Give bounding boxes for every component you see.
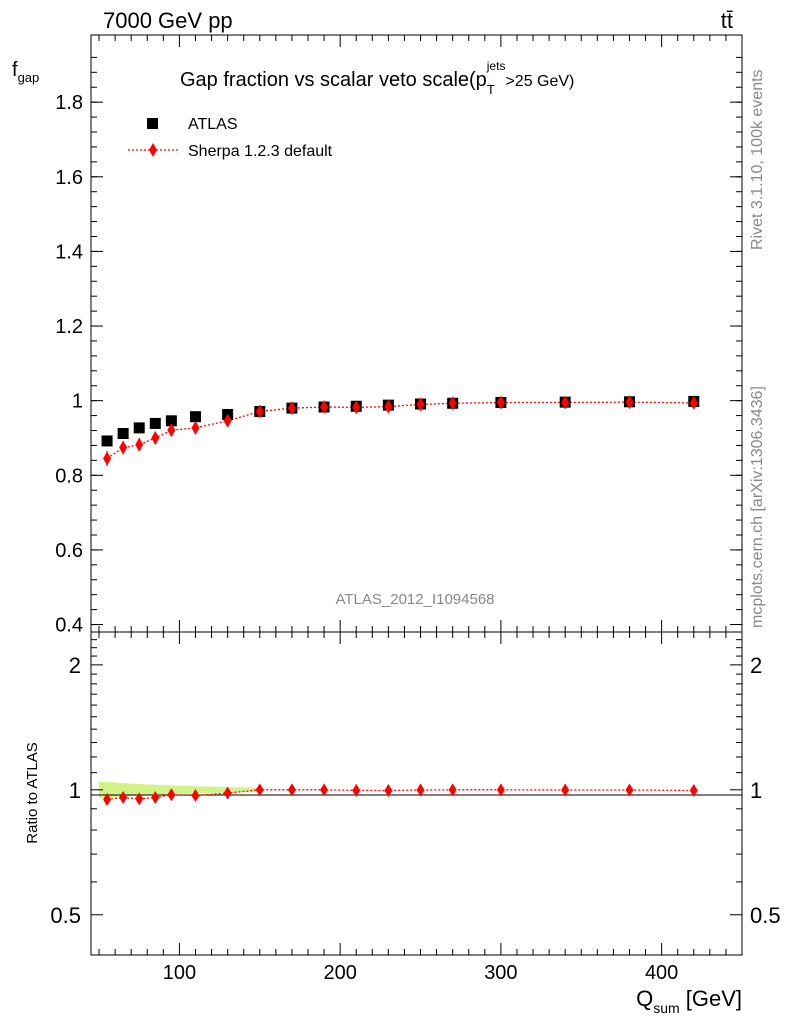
sherpa-point — [287, 401, 296, 416]
ratio-y-tick-label: 0.5 — [50, 903, 81, 928]
x-axis-label: Qsum [GeV] — [636, 986, 742, 1016]
x-tick-label: 100 — [163, 962, 196, 984]
atlas-point — [189, 411, 201, 423]
main-y-tick-label: 1.4 — [55, 241, 83, 263]
ratio-sherpa-point — [135, 792, 144, 806]
main-y-tick-label: 1 — [72, 391, 83, 413]
sherpa-point — [320, 400, 329, 415]
ratio-y-tick-label-right: 2 — [750, 653, 762, 678]
ratio-sherpa-point — [287, 783, 296, 797]
ratio-sherpa-point — [167, 788, 176, 802]
ratio-sherpa-point — [119, 791, 128, 805]
ratio-y-axis-label: Ratio to ATLAS — [24, 742, 41, 843]
legend: ATLAS Sherpa 1.2.3 default — [128, 116, 333, 160]
main-y-tick-label: 0.4 — [55, 615, 83, 637]
sherpa-line — [106, 401, 694, 460]
main-y-tick-label: 0.8 — [55, 465, 83, 487]
x-tick-label: 200 — [323, 962, 356, 984]
x-tick-label: 400 — [645, 962, 678, 984]
sherpa-point — [135, 437, 144, 452]
analysis-watermark: ATLAS_2012_I1094568 — [335, 591, 494, 608]
ratio-sherpa-point — [496, 783, 505, 797]
atlas-point — [165, 415, 177, 427]
sherpa-point — [496, 395, 505, 410]
ratio-y-tick-label: 1 — [69, 778, 81, 803]
ratio-sherpa-point — [255, 783, 264, 797]
sherpa-point — [416, 397, 425, 412]
sherpa-point — [191, 420, 200, 435]
legend-atlas-label: ATLAS — [188, 116, 238, 133]
atlas-point — [117, 427, 129, 439]
sherpa-point — [561, 395, 570, 410]
sherpa-point — [384, 399, 393, 414]
ratio-sherpa-point — [151, 791, 160, 805]
ratio-y-tick-label: 2 — [69, 653, 81, 678]
ratio-sherpa-point — [416, 783, 425, 797]
process-label: tt̄ — [721, 8, 733, 33]
atlas-point — [149, 417, 161, 429]
ratio-frame — [90, 631, 743, 956]
sherpa-point — [167, 423, 176, 438]
sherpa-point — [103, 451, 112, 466]
ratio-sherpa-point — [384, 784, 393, 798]
main-title: Gap fraction vs scalar veto scale(pTjets… — [180, 59, 574, 97]
ratio-sherpa-point — [689, 784, 698, 798]
ratio-panel: Ratio to ATLAS Qsum [GeV] 0.5 0.5 1 1 2 2 100 2… — [24, 631, 781, 1016]
x-tick-label: 300 — [484, 962, 517, 984]
ratio-sherpa-point — [191, 788, 200, 802]
collision-label: 7000 GeV pp — [103, 8, 233, 33]
legend-atlas-marker — [147, 118, 158, 129]
ratio-sherpa-point — [320, 783, 329, 797]
legend-sherpa-label: Sherpa 1.2.3 default — [188, 143, 333, 160]
sherpa-point — [255, 404, 264, 419]
ratio-ticks: 0.5 0.5 1 1 2 2 100 200 300 400 — [50, 632, 781, 984]
sherpa-point — [352, 400, 361, 415]
ratio-y-tick-label-right: 1 — [750, 778, 762, 803]
rivet-label: Rivet 3.1.10, 100k events — [749, 69, 766, 250]
sherpa-point — [119, 440, 128, 455]
ratio-y-tick-label-right: 0.5 — [750, 903, 781, 928]
y-axis-label-main: fgap — [12, 59, 39, 85]
ratio-sherpa-point — [561, 783, 570, 797]
main-y-tick-label: 1.6 — [55, 167, 83, 189]
ratio-sherpa-point — [448, 783, 457, 797]
ratio-sherpa-point — [223, 786, 232, 800]
atlas-point — [101, 435, 113, 447]
legend-sherpa-marker — [149, 143, 157, 157]
sherpa-point — [448, 396, 457, 411]
ratio-data — [103, 783, 698, 806]
sherpa-point — [223, 413, 232, 428]
ratio-sherpa-point — [352, 783, 361, 797]
mcplots-label: mcplots.cern.ch [arXiv:1306.3436] — [749, 386, 766, 628]
main-data — [101, 395, 700, 466]
ratio-sherpa-point — [625, 783, 634, 797]
main-y-tick-label: 1.2 — [55, 316, 83, 338]
atlas-point — [133, 422, 145, 434]
ratio-sherpa-point — [103, 792, 112, 806]
sherpa-point — [689, 395, 698, 410]
sherpa-point — [625, 395, 634, 410]
main-y-tick-label: 1.8 — [55, 92, 83, 114]
main-y-tick-label: 0.6 — [55, 540, 83, 562]
sherpa-point — [151, 430, 160, 445]
main-panel: Gap fraction vs scalar veto scale(pTjets… — [12, 34, 743, 637]
main-ticks: 0.4 0.6 0.8 1 1.2 1.4 1.6 1.8 — [55, 35, 743, 637]
